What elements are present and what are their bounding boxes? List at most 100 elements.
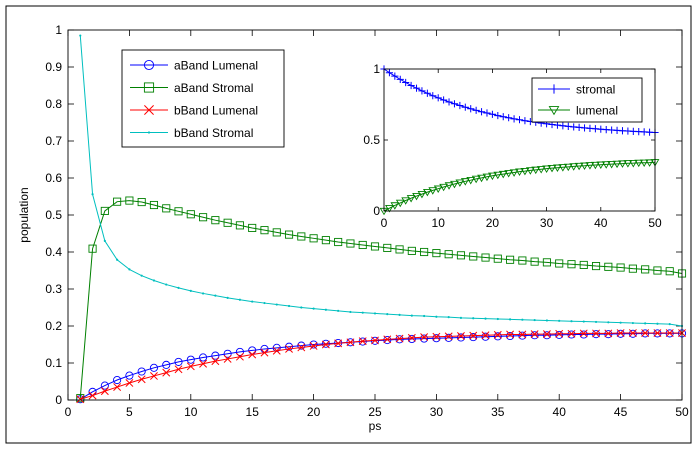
data-point-lumenal bbox=[406, 195, 416, 203]
data-point-lumenal bbox=[590, 161, 600, 170]
data-point-lumenal bbox=[444, 182, 454, 190]
data-point-aband-stromal bbox=[321, 236, 330, 245]
data-point-stromal bbox=[499, 113, 507, 121]
data-point-aband-lumenal bbox=[199, 353, 208, 362]
data-point-lumenal bbox=[531, 166, 541, 175]
legend-label-aband-lumenal: aBand Lumenal bbox=[174, 58, 258, 72]
data-point-bband-stromal bbox=[594, 320, 598, 324]
data-point-aband-stromal bbox=[113, 197, 122, 206]
data-point-bband-stromal bbox=[668, 323, 671, 326]
data-point-lumenal bbox=[580, 162, 589, 171]
data-point-stromal bbox=[477, 108, 486, 116]
data-point-aband-lumenal bbox=[125, 371, 134, 380]
data-point-bband-stromal bbox=[263, 301, 266, 305]
series-aband-stromal bbox=[76, 196, 687, 403]
data-point-bband-stromal bbox=[79, 34, 82, 37]
data-point-lumenal bbox=[493, 171, 503, 180]
data-point-stromal bbox=[445, 98, 453, 106]
data-point-bband-lumenal bbox=[137, 375, 146, 384]
inset-legend-box bbox=[531, 77, 643, 123]
legend-label-lumenal: lumenal bbox=[576, 103, 618, 117]
data-point-aband-lumenal bbox=[456, 333, 466, 342]
data-point-aband-stromal bbox=[149, 200, 159, 210]
data-point-aband-lumenal bbox=[174, 357, 183, 366]
data-point-stromal bbox=[407, 81, 415, 90]
data-point-bband-lumenal bbox=[297, 343, 306, 352]
data-point-aband-stromal bbox=[383, 243, 392, 252]
data-point-aband-stromal bbox=[530, 257, 539, 266]
data-point-aband-stromal bbox=[334, 237, 343, 247]
data-point-bband-stromal bbox=[386, 313, 389, 316]
data-point-aband-lumenal bbox=[309, 340, 318, 349]
data-point-bband-stromal bbox=[656, 322, 659, 325]
main-y-tick-label: 0.6 bbox=[45, 171, 62, 185]
data-point-stromal bbox=[412, 84, 421, 92]
data-point-aband-stromal bbox=[653, 266, 662, 275]
inset-x-tick-label: 20 bbox=[486, 216, 500, 230]
data-point-stromal bbox=[467, 105, 475, 113]
data-point-aband-lumenal bbox=[149, 363, 159, 372]
data-point-aband-lumenal bbox=[432, 334, 441, 343]
data-point-aband-stromal bbox=[284, 230, 294, 239]
legend-entry-aband-lumenal: aBand Lumenal bbox=[130, 58, 258, 72]
main-x-tick-label: 25 bbox=[368, 405, 382, 419]
data-point-stromal bbox=[559, 122, 567, 130]
data-point-bband-lumenal bbox=[469, 331, 478, 340]
data-point-bband-stromal bbox=[238, 298, 242, 301]
inset-x-tick-label: 40 bbox=[594, 216, 608, 230]
main-y-tick-label: 0.4 bbox=[45, 245, 62, 259]
data-point-bband-lumenal bbox=[604, 329, 613, 338]
data-point-bband-lumenal bbox=[407, 333, 416, 342]
data-point-stromal bbox=[461, 103, 469, 111]
data-point-stromal bbox=[434, 94, 442, 102]
inset-x-tick-label: 0 bbox=[381, 216, 388, 230]
main-legend-box bbox=[121, 49, 285, 148]
data-point-bband-stromal bbox=[423, 314, 426, 318]
data-point-stromal bbox=[488, 110, 496, 118]
data-point-bband-lumenal bbox=[592, 329, 600, 338]
data-point-bband-stromal bbox=[435, 315, 438, 318]
data-point-aband-stromal bbox=[432, 249, 441, 258]
data-point-aband-lumenal bbox=[506, 331, 515, 341]
data-point-bband-lumenal bbox=[211, 357, 220, 366]
data-point-aband-lumenal bbox=[297, 341, 306, 350]
data-point-lumenal bbox=[574, 162, 584, 171]
legend-swatch-marker bbox=[147, 131, 151, 134]
inset-x-tick-label: 10 bbox=[432, 216, 446, 230]
data-point-aband-stromal bbox=[260, 226, 269, 235]
data-point-aband-lumenal bbox=[137, 367, 146, 376]
main-x-tick-label: 45 bbox=[614, 405, 628, 419]
main-x-axis-label: ps bbox=[369, 419, 382, 433]
main-legend: aBand Lumenal aBand Stromal bBand Lumenal b… bbox=[121, 49, 285, 148]
data-point-aband-lumenal bbox=[284, 342, 294, 351]
data-point-aband-stromal bbox=[211, 216, 220, 225]
data-point-bband-lumenal bbox=[248, 350, 257, 359]
data-point-aband-stromal bbox=[174, 207, 183, 216]
main-x-tick-label: 30 bbox=[430, 405, 444, 419]
data-point-aband-stromal bbox=[555, 259, 564, 268]
data-point-aband-lumenal bbox=[591, 330, 601, 339]
data-point-bband-stromal bbox=[91, 193, 94, 196]
data-point-aband-stromal bbox=[235, 221, 244, 230]
data-point-bband-lumenal bbox=[653, 329, 662, 337]
legend-swatch-marker bbox=[144, 105, 154, 115]
data-point-bband-lumenal bbox=[420, 333, 429, 342]
data-point-stromal bbox=[515, 116, 524, 124]
main-y-tick-label: 0.3 bbox=[45, 282, 62, 296]
data-point-stromal bbox=[450, 100, 459, 108]
data-point-lumenal bbox=[460, 178, 470, 186]
data-point-aband-lumenal bbox=[493, 332, 502, 341]
data-point-aband-lumenal bbox=[211, 351, 220, 360]
data-point-bband-lumenal bbox=[493, 330, 502, 339]
data-point-bband-stromal bbox=[644, 322, 647, 325]
data-point-aband-lumenal bbox=[395, 335, 404, 344]
data-point-bband-lumenal bbox=[100, 387, 109, 396]
data-point-bband-stromal bbox=[300, 306, 303, 309]
data-point-bband-lumenal bbox=[395, 334, 404, 343]
data-point-lumenal bbox=[450, 180, 459, 189]
data-point-bband-lumenal bbox=[174, 365, 183, 374]
data-point-aband-lumenal bbox=[616, 329, 625, 338]
data-point-bband-stromal bbox=[459, 316, 463, 319]
data-point-aband-stromal bbox=[248, 223, 257, 233]
